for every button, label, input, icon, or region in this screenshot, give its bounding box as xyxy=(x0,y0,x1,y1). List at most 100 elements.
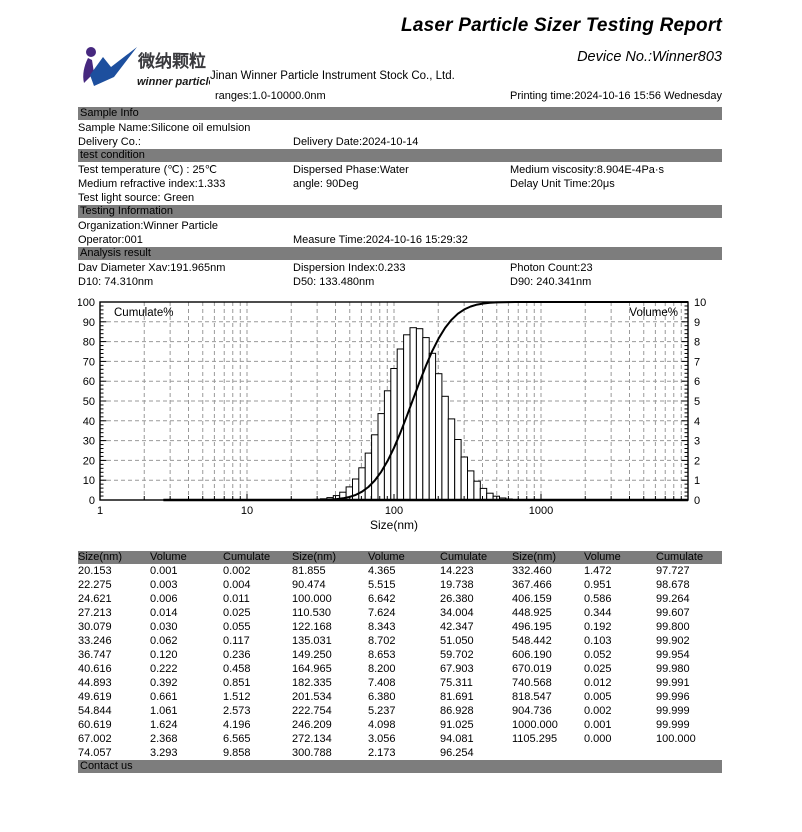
left-axis-tick-label: 30 xyxy=(83,436,95,448)
left-axis-tick-label: 100 xyxy=(78,297,95,309)
table-cell: 670.019 xyxy=(512,663,552,675)
left-axis-tick-label: 60 xyxy=(83,376,95,388)
table-column-header: Volume xyxy=(368,551,405,563)
table-cell: 3.293 xyxy=(150,747,178,759)
table-cell: 67.903 xyxy=(440,663,474,675)
table-cell: 1000.000 xyxy=(512,719,558,731)
field-text: Dispersed Phase:Water xyxy=(293,164,409,176)
table-column-header: Cumulate xyxy=(656,551,704,563)
table-cell: 0.103 xyxy=(584,635,612,647)
right-axis-tick-label: 7 xyxy=(694,356,700,368)
table-cell: 448.925 xyxy=(512,607,552,619)
table-cell: 149.250 xyxy=(292,649,332,661)
table-cell: 90.474 xyxy=(292,579,326,591)
histogram-bar xyxy=(352,478,360,501)
table-cell: 332.460 xyxy=(512,565,552,577)
table-cell: 0.002 xyxy=(223,565,251,577)
table-cell: 0.005 xyxy=(584,691,612,703)
table-cell: 20.153 xyxy=(78,565,112,577)
table-cell: 5.237 xyxy=(368,705,396,717)
field-row: Sample Name:Silicone oil emulsion xyxy=(78,121,722,135)
section-header-test-condition: test condition xyxy=(78,149,722,162)
table-cell: 99.902 xyxy=(656,635,690,647)
table-cell: 0.011 xyxy=(223,593,250,605)
table-cell: 99.999 xyxy=(656,705,690,717)
field-text: Delivery Date:2024-10-14 xyxy=(293,136,419,148)
field-text: Dav Diameter Xav:191.965nm xyxy=(78,262,226,274)
table-cell: 6.642 xyxy=(368,593,396,605)
x-axis-tick-label: 100 xyxy=(385,505,403,517)
table-cell: 54.844 xyxy=(78,705,112,717)
table-cell: 222.754 xyxy=(292,705,332,717)
table-cell: 91.025 xyxy=(440,719,474,731)
field-text: Operator:001 xyxy=(78,234,143,246)
left-axis-tick-label: 10 xyxy=(83,475,95,487)
table-cell: 14.223 xyxy=(440,565,474,577)
report-content: Laser Particle Sizer Testing Report Devi… xyxy=(78,0,722,832)
table-cell: 0.025 xyxy=(584,663,612,675)
table-cell: 99.999 xyxy=(656,719,690,731)
table-cell: 0.951 xyxy=(584,579,612,591)
field-text: Medium viscosity:8.904E-4Pa·s xyxy=(510,164,665,176)
table-cell: 367.466 xyxy=(512,579,552,591)
field-text: Medium refractive index:1.333 xyxy=(78,178,226,190)
table-cell: 1.061 xyxy=(150,705,178,717)
table-cell: 97.727 xyxy=(656,565,690,577)
logo-figure-body-icon xyxy=(83,58,94,83)
logo-chinese-text: 微纳颗粒 xyxy=(137,51,206,71)
volume-axis-label: Volume% xyxy=(629,307,678,319)
field-row: Operator:001 Measure Time:2024-10-16 15:2… xyxy=(78,233,722,247)
field-text: Sample Name:Silicone oil emulsion xyxy=(78,122,251,134)
table-row: 22.275 0.003 0.004 90.474 5.515 19.738 367.466… xyxy=(78,578,722,592)
table-cell: 0.003 xyxy=(150,579,178,591)
right-axis-tick-label: 5 xyxy=(694,396,700,408)
field-row: Test temperature (℃) : 25℃ Dispersed Phas… xyxy=(78,163,722,177)
table-column-header: Size(nm) xyxy=(292,551,337,563)
left-axis-tick-label: 20 xyxy=(83,455,95,467)
table-cell: 2.573 xyxy=(223,705,251,717)
table-cell: 67.002 xyxy=(78,733,112,745)
table-cell: 8.343 xyxy=(368,621,396,633)
histogram-bar xyxy=(364,452,373,501)
x-axis-tick-label: 1 xyxy=(97,505,103,517)
table-cell: 99.996 xyxy=(656,691,690,703)
right-axis-tick-label: 0 xyxy=(694,495,700,507)
field-row: Dav Diameter Xav:191.965nm Dispersion Ind… xyxy=(78,261,722,275)
table-cell: 5.515 xyxy=(368,579,396,591)
table-cell: 4.098 xyxy=(368,719,396,731)
table-column-header: Size(nm) xyxy=(512,551,557,563)
table-cell: 100.000 xyxy=(292,593,332,605)
table-cell: 0.222 xyxy=(150,663,178,675)
field-row: Organization:Winner Particle xyxy=(78,219,722,233)
table-cell: 4.196 xyxy=(223,719,251,731)
table-cell: 19.738 xyxy=(440,579,474,591)
table-cell: 496.195 xyxy=(512,621,552,633)
table-row: 49.619 0.661 1.512 201.534 6.380 81.691 818.54… xyxy=(78,690,722,704)
x-axis-title: Size(nm) xyxy=(370,518,418,532)
table-cell: 9.858 xyxy=(223,747,251,759)
logo-swoosh-icon xyxy=(90,47,137,86)
table-row: 36.747 0.120 0.236 149.250 8.653 59.702 606.19… xyxy=(78,648,722,662)
logo-english-text: winner particle xyxy=(137,76,210,88)
table-cell: 0.120 xyxy=(150,649,178,661)
table-cell: 904.736 xyxy=(512,705,552,717)
table-cell: 272.134 xyxy=(292,733,332,745)
table-cell: 59.702 xyxy=(440,649,474,661)
histogram-bar xyxy=(377,413,385,501)
field-text: D10: 74.310nm xyxy=(78,276,154,288)
table-cell: 0.055 xyxy=(223,621,251,633)
device-number: Device No.:Winner803 xyxy=(577,49,722,65)
table-cell: 1.512 xyxy=(223,691,251,703)
table-cell: 99.264 xyxy=(656,593,690,605)
table-cell: 2.368 xyxy=(150,733,178,745)
table-cell: 99.980 xyxy=(656,663,690,675)
table-row: 30.079 0.030 0.055 122.168 8.343 42.347 496.19… xyxy=(78,620,722,634)
table-cell: 164.965 xyxy=(292,663,332,675)
table-row: 44.893 0.392 0.851 182.335 7.408 75.311 740.56… xyxy=(78,676,722,690)
table-row: 74.057 3.293 9.858 300.788 2.173 96.254 xyxy=(78,746,722,760)
table-cell: 100.000 xyxy=(656,733,696,745)
table-cell: 40.616 xyxy=(78,663,112,675)
right-axis-tick-label: 2 xyxy=(694,455,700,467)
table-column-header: Cumulate xyxy=(440,551,488,563)
table-cell: 99.607 xyxy=(656,607,690,619)
